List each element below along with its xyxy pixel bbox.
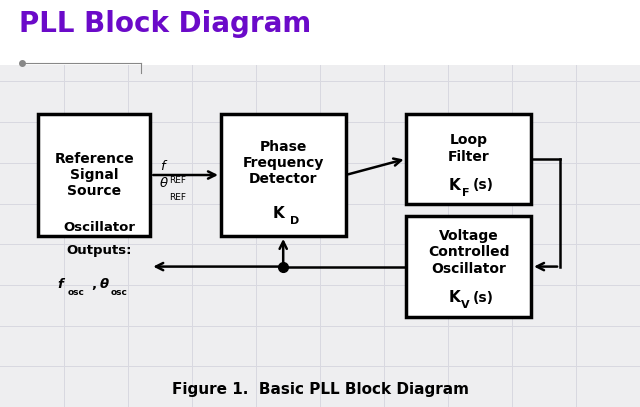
Text: Figure 1.  Basic PLL Block Diagram: Figure 1. Basic PLL Block Diagram: [172, 382, 468, 397]
Text: Oscillator: Oscillator: [63, 221, 135, 234]
Text: (s): (s): [472, 178, 493, 192]
Text: Reference
Signal
Source: Reference Signal Source: [54, 152, 134, 198]
Text: Phase
Frequency
Detector: Phase Frequency Detector: [243, 140, 324, 186]
Text: K: K: [272, 206, 284, 221]
Text: PLL Block Diagram: PLL Block Diagram: [19, 10, 312, 38]
Text: ,: ,: [91, 278, 96, 291]
Bar: [406, 114, 531, 204]
Text: osc: osc: [111, 288, 127, 297]
Text: f: f: [160, 160, 164, 173]
Bar: [38, 114, 150, 236]
Bar: [221, 114, 346, 236]
Text: K: K: [449, 291, 461, 305]
Text: K: K: [449, 178, 461, 193]
Text: θ: θ: [99, 278, 108, 291]
Text: θ: θ: [160, 177, 168, 190]
Text: Voltage
Controlled
Oscillator: Voltage Controlled Oscillator: [428, 229, 509, 276]
Text: Loop
Filter: Loop Filter: [448, 133, 490, 164]
Text: f: f: [58, 278, 63, 291]
Text: Outputs:: Outputs:: [67, 244, 132, 257]
Text: D: D: [290, 216, 300, 226]
Bar: [0, 0, 640, 65]
Text: (s): (s): [472, 291, 493, 305]
Text: osc: osc: [67, 288, 84, 297]
Text: F: F: [463, 188, 470, 197]
Text: REF: REF: [169, 193, 186, 202]
Text: V: V: [461, 300, 470, 310]
Bar: [406, 216, 531, 317]
Text: REF: REF: [169, 176, 186, 185]
